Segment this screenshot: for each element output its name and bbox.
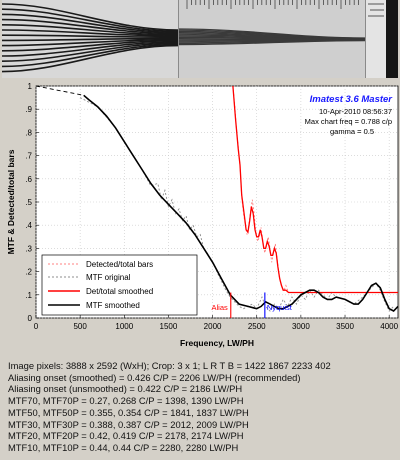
bar-line xyxy=(2,18,178,35)
bar-line xyxy=(2,8,178,32)
bar-line xyxy=(2,44,178,73)
y-tick-label: .6 xyxy=(25,175,32,184)
slanted-edge-image xyxy=(366,0,398,78)
info-line: MTF20, MTF20P = 0.42, 0.419 C/P = 2178, … xyxy=(8,430,244,442)
y-tick-labels: 0 .1 .2 .3 .4 .5 .6 .7 .8 .9 1 xyxy=(25,82,32,323)
y-tick-label: 0 xyxy=(28,314,33,323)
info-line: Aliasing onset (smoothed) = 0.426 C/P = … xyxy=(8,371,301,383)
bar-line xyxy=(2,24,178,36)
x-tick-label: 4000 xyxy=(380,322,398,331)
alias-marker-label: Alias xyxy=(212,303,229,312)
crop-image-strip xyxy=(2,0,398,78)
mtf-chart: 0 .1 .2 .3 .4 .5 .6 .7 .8 .9 1 0 500 1000 1500 2000 250… xyxy=(0,80,400,360)
converging-bars-image-2 xyxy=(179,0,365,78)
bar-line xyxy=(2,42,178,62)
x-tick-label: 3500 xyxy=(336,322,354,331)
info-line: MTF10, MTF10P = 0.44, 0.44 C/P = 2280, 2… xyxy=(8,441,239,453)
bar-pattern-crop-2 xyxy=(179,0,366,78)
legend-label-det-smoothed: Det/total smoothed xyxy=(86,287,153,296)
info-line: Image pixels: 3888 x 2592 (WxH); Crop: 3… xyxy=(8,360,331,371)
x-axis-label: Frequency, LW/PH xyxy=(180,338,254,348)
y-tick-label: .8 xyxy=(25,128,32,137)
frequency-markers: Alias Nyquist xyxy=(212,292,293,318)
bar-line xyxy=(179,40,365,46)
y-tick-label: .9 xyxy=(25,105,32,114)
info-line: MTF50, MTF50P = 0.355, 0.354 C/P = 1841,… xyxy=(8,406,249,418)
y-tick-label: 1 xyxy=(28,82,33,91)
bar-line xyxy=(2,34,178,38)
x-tick-label: 0 xyxy=(34,322,39,331)
x-tick-labels: 0 500 1000 1500 2000 2500 3000 3500 4000 xyxy=(34,322,399,331)
series-lines xyxy=(35,85,399,312)
x-tick-label: 500 xyxy=(73,322,87,331)
x-tick-label: 2000 xyxy=(204,322,222,331)
timestamp-annotation: 10-Apr-2010 08:56:37 xyxy=(319,107,392,116)
info-line: MTF70, MTF70P = 0.27, 0.268 C/P = 1398, … xyxy=(8,395,244,407)
bar-line xyxy=(2,3,178,31)
y-tick-label: .2 xyxy=(25,268,32,277)
bar-line xyxy=(2,13,178,34)
gamma-annotation: gamma = 0.5 xyxy=(330,127,374,136)
bar-line xyxy=(2,29,178,37)
bar-line xyxy=(2,37,178,42)
y-axis-label: MTF & Detected/total bars xyxy=(6,149,16,254)
y-tick-label: .4 xyxy=(25,221,32,230)
converging-bars-image-1 xyxy=(2,0,178,78)
bar-pattern-crop-3 xyxy=(366,0,398,78)
legend: Detected/total bars MTF original Det/tot… xyxy=(41,254,198,316)
mtf-extrapolation-line xyxy=(35,85,84,96)
legend-label-mtf-smoothed: MTF smoothed xyxy=(86,301,140,310)
info-line: Aliasing onset (unsmoothed) = 0.422 C/P … xyxy=(8,383,243,395)
y-tick-label: .7 xyxy=(25,152,32,161)
det-total-smoothed-line xyxy=(232,85,398,294)
bar-line xyxy=(2,43,178,68)
mtf-smoothed-line xyxy=(83,94,399,312)
chart-title: Imatest 3.6 Master xyxy=(310,94,394,105)
bar-line xyxy=(2,41,178,57)
info-line: MTF30, MTF30P = 0.388, 0.387 C/P = 2012,… xyxy=(8,418,249,430)
x-tick-label: 1000 xyxy=(115,322,133,331)
nyquist-marker-label: Nyquist xyxy=(267,303,293,312)
x-tick-label: 1500 xyxy=(160,322,178,331)
legend-box xyxy=(41,254,198,316)
legend-label-detected: Detected/total bars xyxy=(86,260,153,269)
bar-pattern-crop-1 xyxy=(2,0,179,78)
x-tick-label: 2500 xyxy=(248,322,266,331)
max-freq-annotation: Max chart freq = 0.788 c/p xyxy=(305,117,392,126)
y-tick-label: .5 xyxy=(25,198,32,207)
bar-line xyxy=(2,40,178,52)
mtf-original-line xyxy=(79,97,394,312)
y-tick-label: .1 xyxy=(25,291,32,300)
y-tick-label: .3 xyxy=(25,244,32,253)
x-tick-label: 3000 xyxy=(292,322,310,331)
bar-line xyxy=(2,38,178,47)
legend-label-mtf-original: MTF original xyxy=(86,273,131,282)
results-summary: Image pixels: 3888 x 2592 (WxH); Crop: 3… xyxy=(8,360,396,454)
